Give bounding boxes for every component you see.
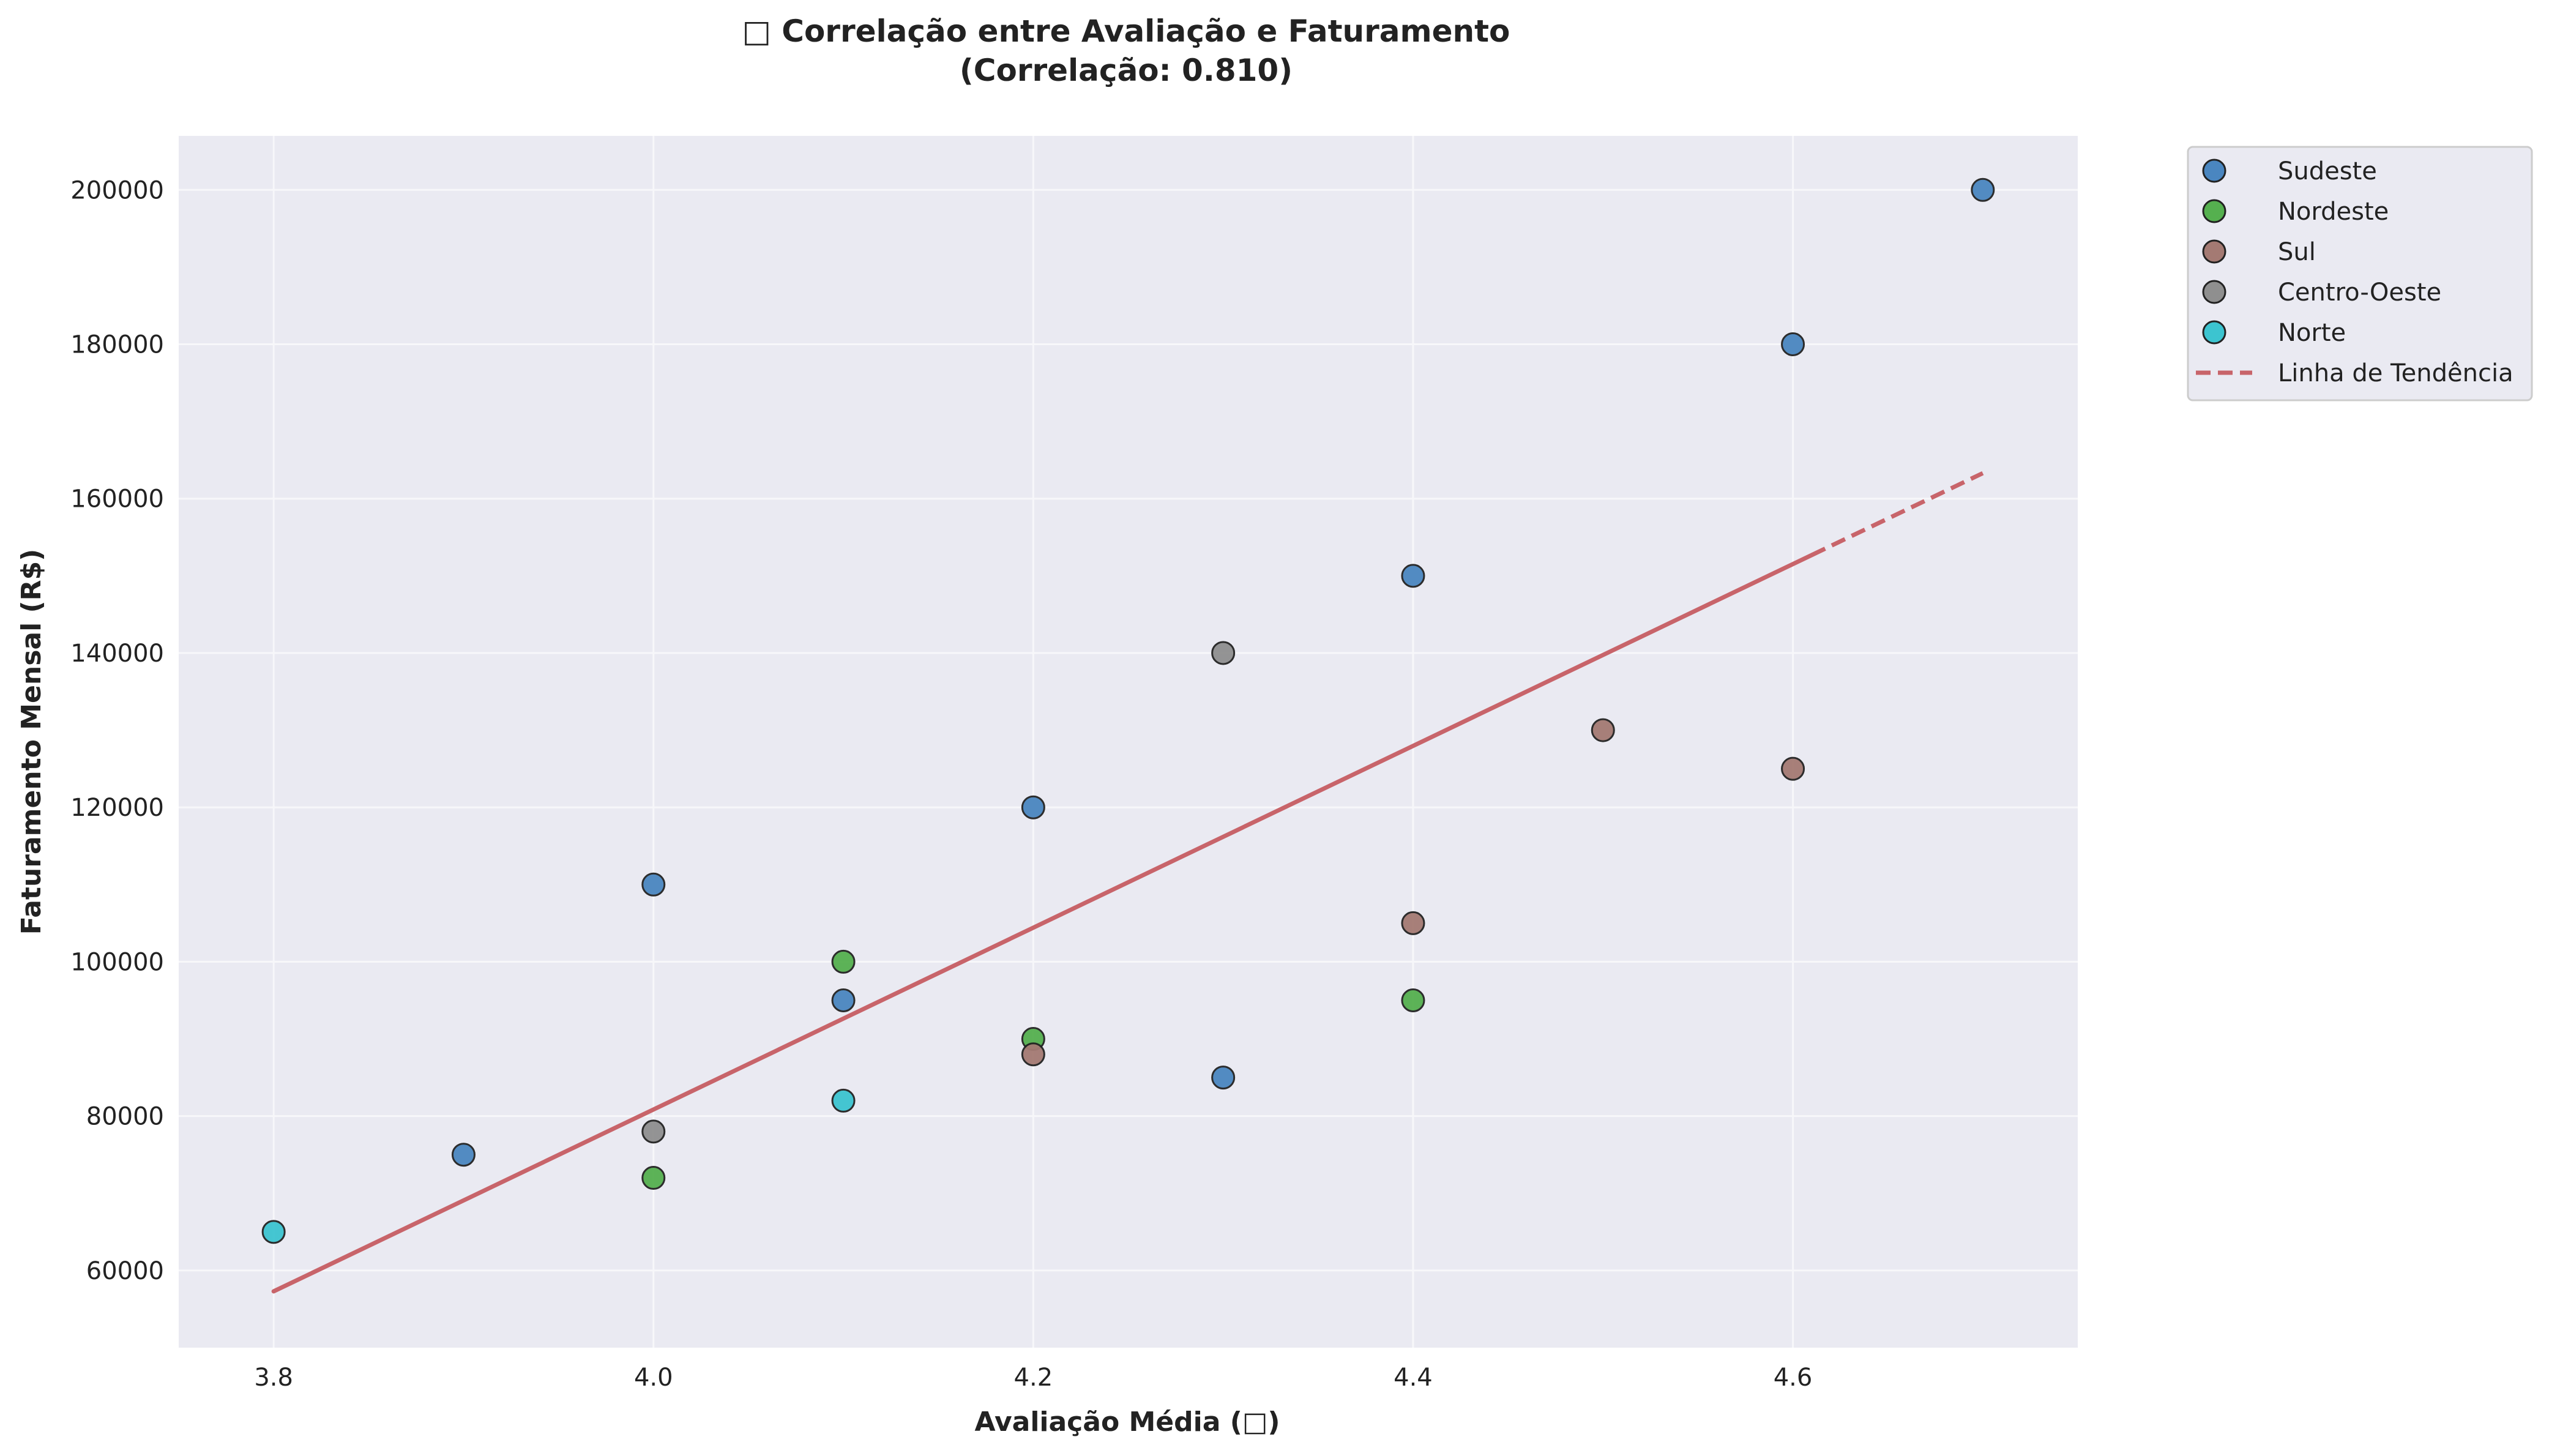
legend-marker-centro-oeste [2202, 280, 2226, 304]
legend-label-nordeste: Nordeste [2278, 198, 2389, 226]
x-axis-ticks: 3.8 4.0 4.2 4.4 4.6 [254, 1364, 1812, 1392]
y-axis-ticks: 60000 80000 100000 120000 140000 160000 180000… [70, 176, 164, 1285]
legend-label-norte: Norte [2278, 319, 2346, 347]
legend-items: Sudeste Nordeste Sul Centro-Oeste Norte Linha… [2196, 157, 2514, 387]
data-point-sudeste [1211, 1066, 1236, 1090]
legend-label-sul: Sul [2278, 238, 2316, 266]
legend-marker-norte [2202, 320, 2226, 345]
data-point-sudeste [831, 988, 856, 1012]
y-tick-label: 200000 [70, 176, 164, 204]
data-point-nordeste [641, 1166, 666, 1190]
legend-marker-sul [2202, 239, 2226, 264]
y-tick-label: 140000 [70, 640, 164, 668]
data-point-norte [831, 1088, 856, 1113]
x-tick-label: 4.2 [1014, 1364, 1053, 1392]
legend-label-sudeste: Sudeste [2278, 157, 2377, 185]
x-tick-label: 4.4 [1394, 1364, 1433, 1392]
data-point-sul [1401, 911, 1425, 935]
data-points [261, 177, 1995, 1244]
data-point-sudeste [1021, 795, 1045, 819]
data-point-sudeste [1781, 332, 1805, 357]
trendline [271, 553, 1815, 1294]
legend-label-centro-oeste: Centro-Oeste [2278, 278, 2441, 307]
trendline-dashed-tail [1811, 471, 1984, 557]
x-tick-label: 4.0 [634, 1364, 673, 1392]
chart-legend: Sudeste Nordeste Sul Centro-Oeste Norte Linha… [2187, 146, 2533, 401]
data-point-sudeste [1971, 177, 1995, 202]
y-tick-label: 180000 [70, 331, 164, 359]
data-point-sul [1021, 1042, 1045, 1067]
legend-marker-sudeste [2202, 159, 2226, 183]
data-point-centro-oeste [1211, 641, 1236, 665]
data-point-sul [1591, 718, 1615, 742]
data-point-sudeste [451, 1143, 476, 1167]
data-point-sul [1781, 756, 1805, 781]
trendline-layer [271, 471, 1984, 1294]
plot-area [179, 136, 2078, 1348]
y-tick-label: 100000 [70, 948, 164, 976]
y-tick-label: 60000 [86, 1257, 164, 1285]
chart-title: □ Correlação entre Avaliação e Faturamen… [742, 13, 1510, 49]
y-axis-label: Faturamento Mensal (R$) [16, 549, 47, 935]
y-tick-label: 80000 [86, 1103, 164, 1131]
legend-marker-nordeste [2202, 199, 2226, 223]
data-point-sudeste [1401, 564, 1425, 588]
data-point-sudeste [641, 872, 666, 897]
y-tick-label: 120000 [70, 794, 164, 822]
chart-subtitle: (Correlação: 0.810) [960, 53, 1293, 88]
data-point-nordeste [831, 949, 856, 974]
legend-label-trendline: Linha de Tendência [2278, 359, 2514, 387]
x-tick-label: 4.6 [1774, 1364, 1813, 1392]
x-axis-label: Avaliação Média (□) [974, 1406, 1280, 1438]
x-tick-label: 3.8 [254, 1364, 293, 1392]
data-point-centro-oeste [641, 1119, 666, 1144]
data-point-nordeste [1401, 988, 1425, 1012]
data-point-norte [261, 1220, 286, 1244]
y-tick-label: 160000 [70, 485, 164, 513]
legend-box [2187, 146, 2533, 401]
